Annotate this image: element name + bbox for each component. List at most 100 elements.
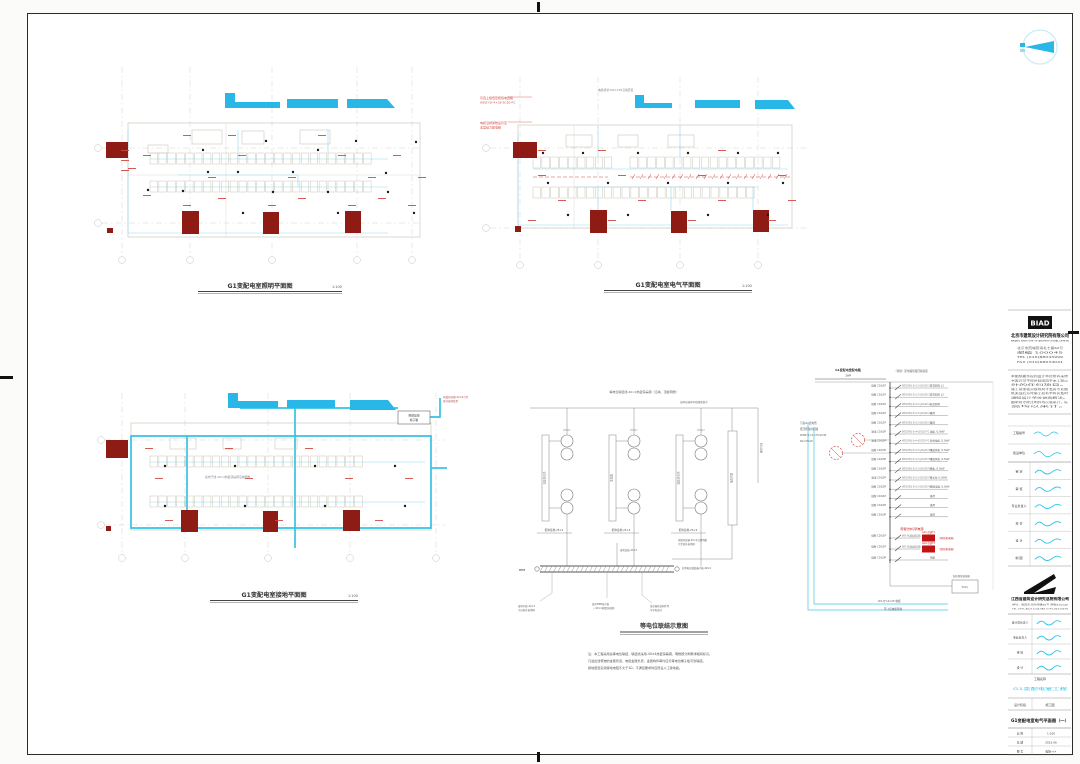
circuit-load: 应急照明	[930, 402, 941, 406]
clamp-label: 接地端子	[563, 428, 571, 432]
drawing-title: G1变配电室电气平面图（一）	[1011, 717, 1069, 723]
project-name: G1变配电室工程	[1013, 686, 1068, 691]
sig-label: 设计总负责人	[1012, 621, 1029, 625]
circuit-cable: WDZ-BYJ-3×2.5-JDG20-WC	[902, 467, 933, 470]
circuit-load: 备用	[930, 494, 936, 498]
bus-note: 接地干线-40×4	[518, 604, 535, 608]
sig-label: 制 图	[1016, 555, 1023, 560]
cabinet-label: 高压开关柜	[543, 471, 547, 484]
sig-label: 专业负责人	[1011, 503, 1026, 508]
circuit-load: 备用	[930, 503, 936, 507]
circuit-breaker: 微断 C16/1P	[871, 393, 886, 397]
field-label: 建设单位	[1013, 450, 1025, 455]
bottom-box-label: 配电预留接线箱	[953, 574, 970, 578]
stage-value: 施工图	[1045, 702, 1054, 707]
circuit-cable: WDZ-BYJ-3×4-JDG25-FC	[902, 440, 930, 443]
sig-label: 专业负责人	[1013, 636, 1027, 640]
notice-line: 图中尺寸除注明外均以毫米计，标	[1011, 400, 1069, 404]
bonding-top-label: 等电位联结线-40×4热镀锌扁钢（沿墙、顶板明敷）	[609, 389, 678, 394]
circuit-load: 检修插座 /1.0kW	[930, 439, 950, 443]
tb-field-value: 1:100	[1047, 732, 1055, 736]
cabinet-label: 变压器	[610, 474, 614, 482]
bus-note: （-40×4热镀锌扁钢）	[592, 606, 616, 610]
tb-field-label: 日 期	[1017, 741, 1024, 745]
circuit-cable: WDZ-BYJ-3×2.5-JDG20-CC	[902, 412, 932, 415]
notice-line: 施工前须核对现场尺寸及各专业图	[1011, 387, 1069, 391]
circuit-load: 备用	[930, 420, 936, 424]
circuit-cable: WDZ-BYJ-3×2.5-JDG20-CC	[902, 403, 932, 406]
leader-note: 引自上级低压柜馈电回路	[480, 95, 513, 100]
circuit-load: 事故风机 /1.5kW	[930, 448, 950, 452]
ground-box-label: 预留接地	[408, 414, 419, 418]
mid-connector-label: 接地连线-40×4	[620, 548, 637, 552]
address-line: 北京市西城区南礼士路62号	[1017, 346, 1064, 350]
feeder-label: W1-YJY-4×25 电缆	[878, 599, 901, 603]
circuit-cable: WDZ-BYJ-3×2.5-JDG20-FC	[902, 477, 932, 480]
plan-caption: G1变配电室接地平面图	[241, 591, 306, 599]
leader-note: 电缆桥架300×100沿墙安装	[598, 88, 634, 92]
notice-line: 高均以米计。	[1011, 404, 1068, 408]
tb-field-value: 2023.06	[1045, 741, 1057, 745]
circuit-breaker: 漏电 C16/2P	[871, 439, 886, 443]
aircon-label: AA2-空调T2	[922, 541, 935, 545]
circuit-breaker: 微断 C16/2P	[871, 485, 886, 489]
incoming-label: 引自G1变电所	[800, 421, 817, 425]
drawing-frame	[27, 13, 1073, 755]
circuit-breaker: 微断 C16/3P	[871, 556, 886, 560]
leader-note: 室外接地装置	[443, 399, 459, 403]
circuit-load: 正常照明 L2	[930, 393, 944, 397]
notice-line: 本图纸著作权归设计单位所有未经	[1011, 374, 1069, 378]
circuit-load: 预留	[930, 556, 936, 560]
bonding-schematic: 等电位联结线-40×4热镀锌扁钢（沿墙、顶板明敷） 接本层接地干线预留端子 接地引线…	[512, 383, 777, 683]
bus-right-label: 总等电位联结端子板-40×4	[682, 566, 711, 570]
company-name-en: BEIJING INSTITUTE OF ARCHITECTURAL DESIG…	[1011, 340, 1070, 343]
tb-field-value: 电施-××	[1045, 750, 1056, 754]
plan-lighting: G1变配电室照明平面图 1:100	[88, 55, 433, 305]
plan-caption: G1变配电室电气平面图	[635, 281, 700, 289]
distribution-schematic: G1变配电室配电箱 1AP （预留）配电箱预留回路容量 引自G1变电所 低压柜备用回路 W…	[798, 358, 998, 620]
bus-note: 引自室外接地网	[518, 608, 535, 612]
bus-note: 热镀锌扁钢-40×4沿墙明敷	[678, 538, 708, 542]
notes-line: 凡进出建筑物的金属管道、电缆金属外皮、金属构件等均应与等电位端子板可靠联结。	[588, 658, 706, 663]
circuit-cable: WDZ-BYJ-5×2.5-JDG25-WC	[902, 458, 933, 461]
circuit-load: 排水泵 /1.0kW	[930, 476, 948, 480]
tb-field-label: 图 号	[1017, 750, 1024, 754]
fold-mark-top	[537, 2, 540, 12]
partner-contact-line: 地址：南昌市北京西路86号 邮编330046	[1012, 603, 1069, 607]
sig-label: 审 定	[1016, 469, 1023, 474]
sig-label: 设 计	[1017, 666, 1024, 670]
circuit-breaker: 微断 C16/1P	[871, 402, 886, 406]
plan-caption-scale: 1:100	[348, 594, 358, 598]
fold-mark-bottom	[537, 752, 540, 762]
circuit-breaker: 漏电 C16/2P	[871, 476, 886, 480]
sig-label: 设 计	[1016, 538, 1023, 543]
circuit-breaker: 微断 C16/2P	[871, 503, 886, 507]
circuit-load: 风机 /1.0kW	[930, 466, 945, 470]
notice-line: 外的任何项目。	[1011, 383, 1068, 387]
ground-box-label: 端子箱	[410, 418, 419, 422]
under-bar-label: 柜体接地-25×4	[545, 528, 564, 532]
sig-label: 审 核	[1017, 651, 1024, 655]
clamp-label: 接地端子	[697, 428, 705, 432]
incoming-label: Pe=25kW	[800, 439, 813, 443]
address-line: 邮编 100045	[1017, 351, 1064, 355]
leader-note: 接地干线-40×4热镀锌扁钢沿墙明敷	[205, 475, 250, 479]
address-line: FAX (010)68034041	[1017, 360, 1064, 364]
plan-caption-scale: 1:100	[332, 285, 342, 289]
plan-grounding: 预留接地 端子箱 热镀锌扁钢-40×4引至 室外接地装置 接地干线-40×4热镀锌扁钢沿…	[95, 378, 485, 613]
circuit-cable: WD-空调插座回路	[902, 545, 921, 549]
compass-logo-icon	[1025, 41, 1054, 53]
circuit-cable: WD-空调插座回路	[902, 534, 921, 538]
circuit-load: 备用	[930, 512, 936, 516]
circuit-breaker: 微断 C16/1P	[871, 420, 886, 424]
bus-note: 引至室外接地网	[678, 542, 695, 546]
plan-power: 引自上级低压柜馈电回路 WDZ-YJY-4×35-SC50-FC 电缆沿桥架敷设引至…	[478, 65, 813, 310]
company-name: 北京市建筑设计研究院有限公司	[1011, 332, 1069, 339]
circuit-breaker: 微断 C16/3P	[871, 512, 886, 516]
circuit-breaker: 微断 C16/1P	[871, 494, 886, 498]
stage-label: 设计阶段	[1014, 702, 1026, 707]
circuit-breaker: 微断 C16/3P	[871, 448, 886, 452]
partner-contact-line: TEL 0791-86211234 FAX 0791-86215678	[1012, 607, 1069, 610]
clamp-label: 接地端子	[630, 428, 638, 432]
